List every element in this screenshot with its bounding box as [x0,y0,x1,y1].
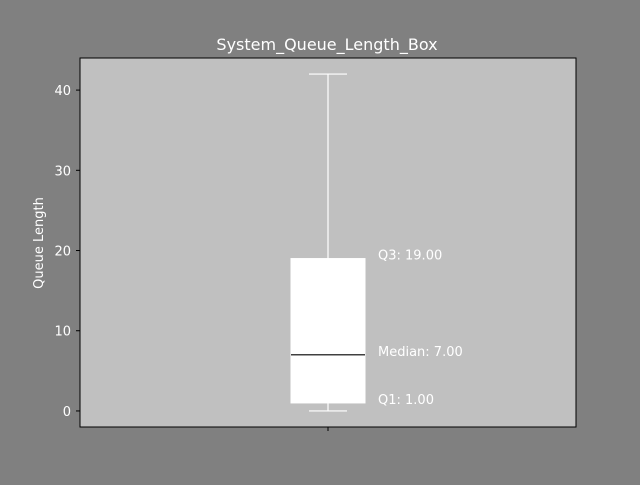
annotation-label: Q1: 1.00 [378,393,434,408]
y-tick-label: 20 [54,245,71,260]
y-tick-label: 10 [54,325,71,340]
y-tick-label: 0 [63,405,71,420]
annotations: Q3: 19.00 Median: 7.00 Q1: 1.00 [378,249,463,408]
annotation-label: Q3: 19.00 [378,249,442,264]
plot-frame [79,57,577,428]
y-tick-label: 30 [54,164,71,179]
y-tick-label: 40 [54,84,71,99]
iqr-box [290,258,366,404]
box-plot [290,73,366,412]
annotation-label: Median: 7.00 [378,345,463,360]
y-axis-label: Queue Length [32,197,47,289]
y-axis-ticks: 0 10 20 30 40 [54,84,80,420]
chart-title: System_Queue_Length_Box [216,35,437,55]
